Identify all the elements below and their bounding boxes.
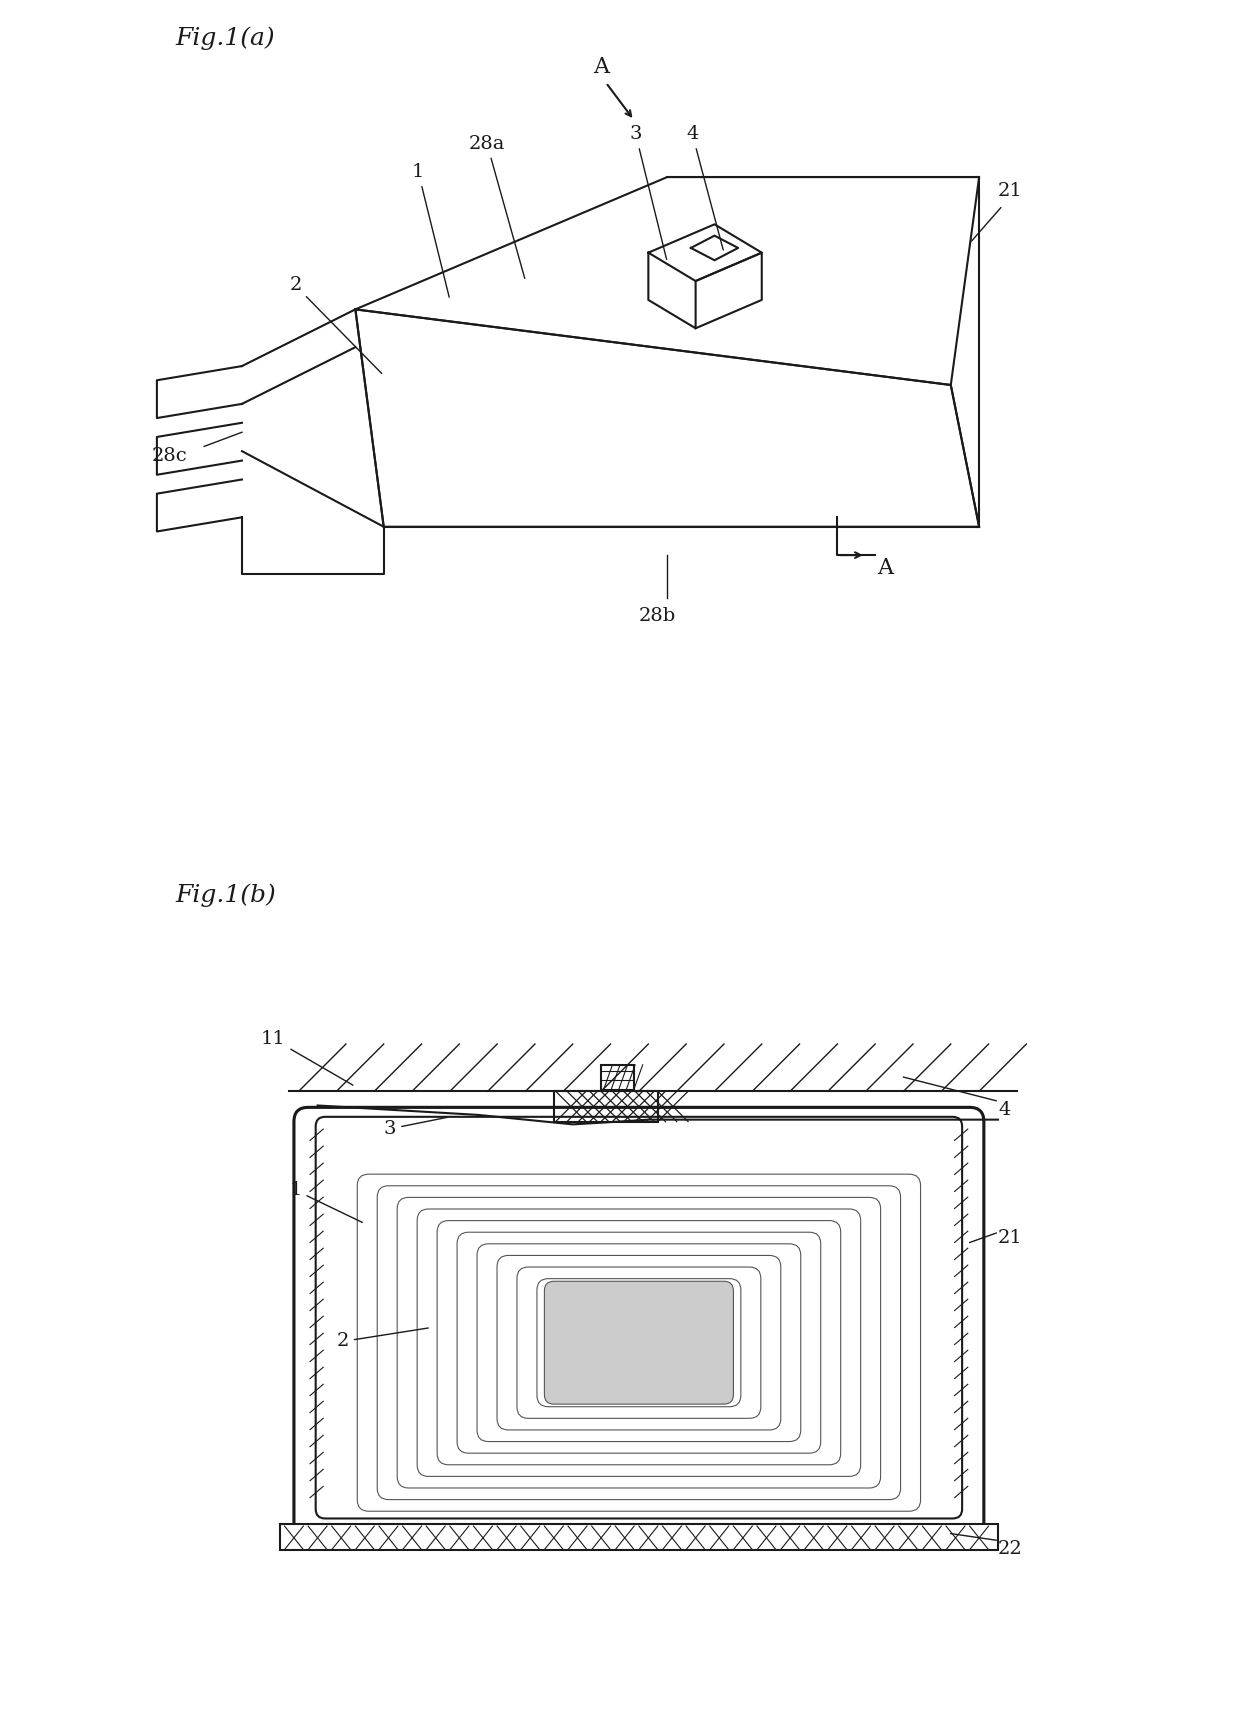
Text: 4: 4 bbox=[686, 126, 723, 250]
Text: 22: 22 bbox=[998, 1541, 1023, 1558]
Text: Fig.1(a): Fig.1(a) bbox=[176, 26, 275, 50]
Polygon shape bbox=[601, 1064, 634, 1092]
Text: 1: 1 bbox=[412, 164, 449, 298]
Polygon shape bbox=[554, 1092, 657, 1121]
Text: 3: 3 bbox=[383, 1118, 448, 1138]
Text: A: A bbox=[593, 57, 609, 77]
Text: A: A bbox=[877, 556, 893, 579]
Text: 28c: 28c bbox=[153, 446, 188, 465]
Text: 28b: 28b bbox=[639, 608, 676, 625]
Text: 28a: 28a bbox=[469, 134, 525, 279]
Text: 11: 11 bbox=[260, 1030, 353, 1085]
Text: Fig.1(b): Fig.1(b) bbox=[176, 883, 277, 907]
FancyBboxPatch shape bbox=[544, 1281, 733, 1403]
Text: 21: 21 bbox=[998, 183, 1023, 200]
Text: 2: 2 bbox=[336, 1328, 428, 1350]
Bar bbox=[280, 1524, 998, 1550]
Text: 21: 21 bbox=[998, 1228, 1023, 1247]
Text: 3: 3 bbox=[630, 126, 667, 260]
Text: 4: 4 bbox=[998, 1100, 1011, 1119]
Text: 2: 2 bbox=[289, 277, 382, 374]
Text: 1: 1 bbox=[289, 1181, 362, 1223]
